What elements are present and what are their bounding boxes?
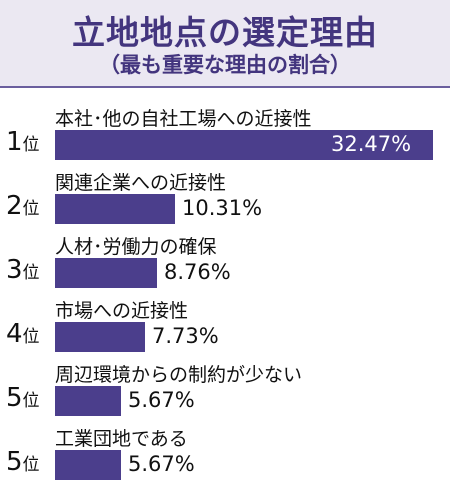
rank-number: 5 xyxy=(6,383,23,413)
rank-number: 5 xyxy=(6,447,23,477)
rank-suffix: 位 xyxy=(22,327,40,347)
value-label: 5.67% xyxy=(128,452,195,476)
rank-number: 3 xyxy=(6,255,23,285)
category-label: 工業団地である xyxy=(55,428,188,450)
value-label: 10.31% xyxy=(182,196,263,220)
header-divider xyxy=(0,86,450,88)
bar xyxy=(55,450,121,480)
bar xyxy=(55,258,157,288)
category-label: 関連企業への近接性 xyxy=(55,172,227,194)
chart-title: 立地地点の選定理由 xyxy=(72,13,378,52)
rank-suffix: 位 xyxy=(22,199,40,219)
value-label: 5.67% xyxy=(128,388,195,412)
bar xyxy=(55,194,175,224)
rank-label: 5位 xyxy=(6,383,40,413)
rank-number: 4 xyxy=(6,319,23,349)
category-label: 本社･他の自社工場への近接性 xyxy=(55,108,312,130)
bar xyxy=(55,322,145,352)
rank-label: 1位 xyxy=(6,127,40,157)
rank-label: 4位 xyxy=(6,319,40,349)
value-label: 7.73% xyxy=(152,324,219,348)
value-label: 8.76% xyxy=(164,260,231,284)
rank-label: 5位 xyxy=(6,447,40,477)
bar xyxy=(55,130,433,160)
rank-suffix: 位 xyxy=(22,455,40,475)
category-label: 周辺環境からの制約が少ない xyxy=(55,364,303,386)
rank-suffix: 位 xyxy=(22,135,40,155)
chart-subtitle: （最も重要な理由の割合） xyxy=(99,52,351,77)
rank-suffix: 位 xyxy=(22,263,40,283)
bar xyxy=(55,386,121,416)
rank-label: 2位 xyxy=(6,191,40,221)
rank-number: 1 xyxy=(6,127,23,157)
rank-number: 2 xyxy=(6,191,23,221)
value-label: 32.47% xyxy=(331,132,412,156)
category-label: 人材･労働力の確保 xyxy=(55,236,217,258)
title-banner: 立地地点の選定理由 （最も重要な理由の割合） xyxy=(0,0,450,86)
rank-label: 3位 xyxy=(6,255,40,285)
rank-suffix: 位 xyxy=(22,391,40,411)
category-label: 市場への近接性 xyxy=(55,300,189,322)
